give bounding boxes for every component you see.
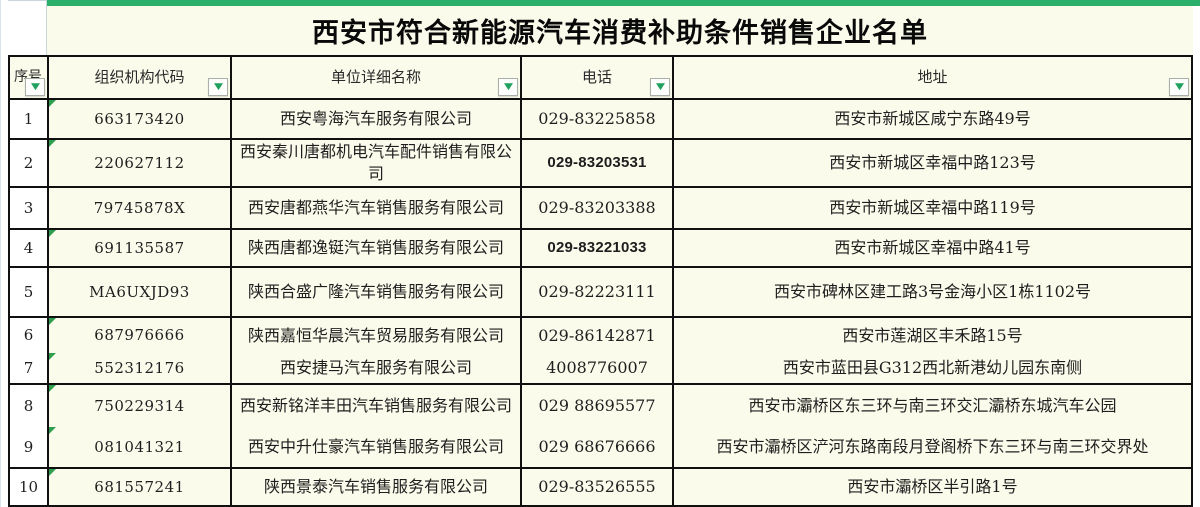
cell-address: 西安市新城区咸宁东路49号 <box>674 100 1191 140</box>
chevron-down-icon: ▼ <box>30 81 40 92</box>
cell-seq: 7 <box>10 353 49 385</box>
sheet-gridline <box>0 0 1 507</box>
cell-phone: 029 68676666 <box>522 427 674 469</box>
cell-seq: 6 <box>10 318 49 353</box>
error-marker-icon <box>49 140 56 147</box>
cell-address: 西安市莲湖区丰禾路15号 <box>674 318 1191 353</box>
cell-seq: 3 <box>10 188 49 230</box>
cell-org-code: 081041321 <box>49 427 232 469</box>
error-marker-icon <box>49 100 56 107</box>
filter-dropdown-button[interactable]: ▼ <box>498 78 518 96</box>
cell-company-name: 陕西景泰汽车销售服务有限公司 <box>232 469 522 505</box>
cell-address: 西安市新城区幸福中路123号 <box>674 140 1191 188</box>
org-code-value: 552312176 <box>94 358 185 377</box>
cell-address: 西安市灞桥区浐河东路南段月登阁桥下东三环与南三环交界处 <box>674 427 1191 469</box>
cell-company-name: 陕西合盛广隆汽车销售服务有限公司 <box>232 268 522 318</box>
org-code-value: 081041321 <box>94 437 185 456</box>
cell-address: 西安市碑林区建工路3号金海小区1栋1102号 <box>674 268 1191 318</box>
cell-company-name: 西安捷马汽车服务有限公司 <box>232 353 522 385</box>
cell-org-code: 681557241 <box>49 469 232 505</box>
page-title: 西安市符合新能源汽车消费补助条件销售企业名单 <box>312 18 928 49</box>
cell-org-code: 220627112 <box>49 140 232 188</box>
column-header-code-label: 组织机构代码 <box>94 68 185 87</box>
error-marker-icon <box>49 318 56 325</box>
cell-company-name: 西安中升仕豪汽车销售服务有限公司 <box>232 427 522 469</box>
cell-company-name: 西安秦川唐都机电汽车配件销售有限公司 <box>232 140 522 188</box>
org-code-value: 220627112 <box>94 153 185 172</box>
filter-dropdown-button[interactable]: ▼ <box>650 78 670 96</box>
cell-phone: 029-83203388 <box>522 188 674 230</box>
cell-address: 西安市蓝田县G312西北新港幼儿园东南侧 <box>674 353 1191 385</box>
cell-phone: 029-83526555 <box>522 469 674 505</box>
cell-org-code: 691135587 <box>49 230 232 268</box>
chevron-down-icon: ▼ <box>1174 81 1184 92</box>
table-title-cell: 西安市符合新能源汽车消费补助条件销售企业名单 <box>47 6 1193 55</box>
error-marker-icon <box>49 427 56 434</box>
cell-phone: 029-82223111 <box>522 268 674 318</box>
cell-org-code: 663173420 <box>49 100 232 140</box>
cell-org-code: 750229314 <box>49 385 232 427</box>
cell-org-code: 687976666 <box>49 318 232 353</box>
cell-seq: 8 <box>10 385 49 427</box>
cell-address: 西安市灞桥区东三环与南三环交汇灞桥东城汽车公园 <box>674 385 1191 427</box>
cell-seq: 5 <box>10 268 49 318</box>
org-code-value: 750229314 <box>94 396 185 415</box>
cell-org-code: 79745878X <box>49 188 232 230</box>
cell-phone: 029 88695577 <box>522 385 674 427</box>
cell-phone: 4008776007 <box>522 353 674 385</box>
error-marker-icon <box>49 353 56 360</box>
cell-seq: 2 <box>10 140 49 188</box>
org-code-value: 691135587 <box>94 238 185 257</box>
chevron-down-icon: ▼ <box>655 81 665 92</box>
column-header-code: 组织机构代码 ▼ <box>49 57 232 100</box>
column-header-seq: 序号 ▼ <box>10 57 49 100</box>
cell-company-name: 西安唐都燕华汽车销售服务有限公司 <box>232 188 522 230</box>
error-marker-icon <box>49 230 56 237</box>
cell-company-name: 陕西唐都逸铤汽车销售服务有限公司 <box>232 230 522 268</box>
chevron-down-icon: ▼ <box>503 81 513 92</box>
filter-dropdown-button[interactable]: ▼ <box>208 78 228 96</box>
cell-seq: 9 <box>10 427 49 469</box>
error-marker-icon <box>49 385 56 392</box>
filter-dropdown-button[interactable]: ▼ <box>25 78 45 96</box>
cell-phone: 029-86142871 <box>522 318 674 353</box>
cell-address: 西安市新城区幸福中路41号 <box>674 230 1191 268</box>
cell-seq: 10 <box>10 469 49 505</box>
cell-phone: 029-83221033 <box>522 230 674 268</box>
cell-company-name: 陕西嘉恒华晨汽车贸易服务有限公司 <box>232 318 522 353</box>
cell-address: 西安市灞桥区半引路1号 <box>674 469 1191 505</box>
column-header-address-label: 地址 <box>917 68 948 87</box>
cell-seq: 1 <box>10 100 49 140</box>
chevron-down-icon: ▼ <box>213 81 223 92</box>
error-marker-icon <box>49 469 56 476</box>
top-accent-bar <box>47 0 1200 6</box>
cell-address: 西安市新城区幸福中路119号 <box>674 188 1191 230</box>
column-header-name: 单位详细名称 ▼ <box>232 57 522 100</box>
cell-company-name: 西安粤海汽车服务有限公司 <box>232 100 522 140</box>
org-code-value: 687976666 <box>94 326 185 345</box>
empty-corner-cell <box>8 0 47 55</box>
cell-seq: 4 <box>10 230 49 268</box>
filter-dropdown-button[interactable]: ▼ <box>1169 78 1189 96</box>
cell-org-code: 552312176 <box>49 353 232 385</box>
org-code-value: 681557241 <box>94 477 185 496</box>
column-header-phone: 电话 ▼ <box>522 57 674 100</box>
cell-org-code: MA6UXJD93 <box>49 268 232 318</box>
column-header-phone-label: 电话 <box>581 68 612 87</box>
companies-table: 序号 ▼ 组织机构代码 ▼ 单位详细名称 ▼ 电话 ▼ 地址 ▼ 1 66317… <box>8 55 1193 507</box>
cell-phone: 029-83203531 <box>522 140 674 188</box>
column-header-name-label: 单位详细名称 <box>330 68 421 87</box>
org-code-value: 663173420 <box>94 109 185 128</box>
column-header-address: 地址 ▼ <box>674 57 1191 100</box>
cell-phone: 029-83225858 <box>522 100 674 140</box>
cell-company-name: 西安新铭洋丰田汽车销售服务有限公司 <box>232 385 522 427</box>
